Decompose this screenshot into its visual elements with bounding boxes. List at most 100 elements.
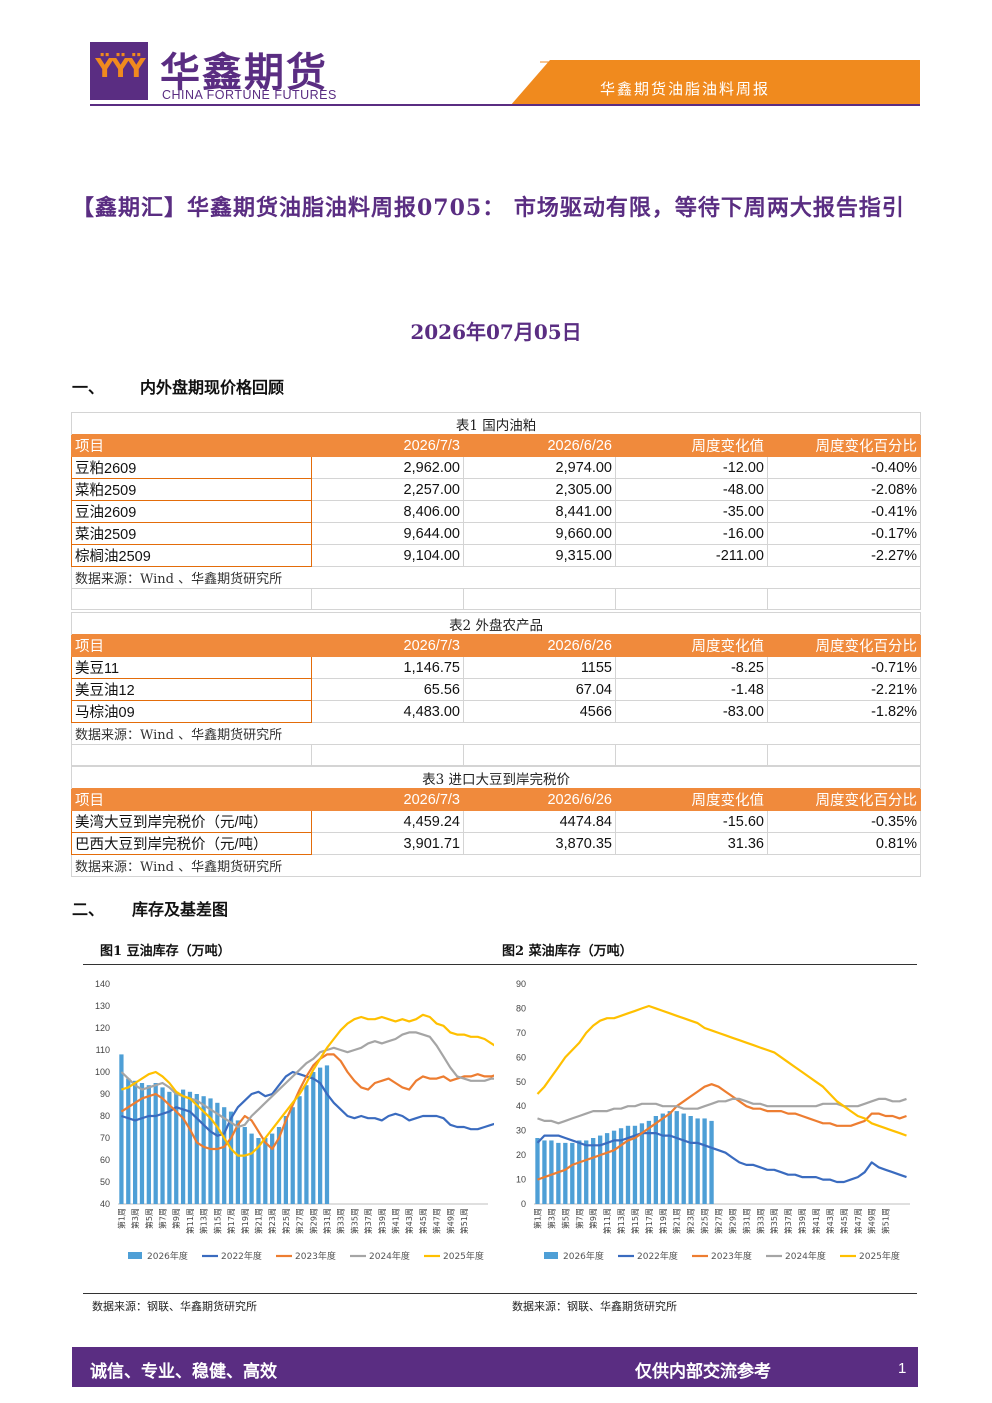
x-tick-label: 第13周	[616, 1208, 626, 1234]
x-tick-label: 第9周	[171, 1208, 181, 1229]
section-2-number: 二、	[72, 900, 105, 919]
x-tick-label: 第25周	[281, 1208, 291, 1234]
x-tick-label: 第35周	[349, 1208, 359, 1234]
table-cell: -2.27%	[766, 544, 922, 567]
table-cell: 4,459.24	[311, 810, 464, 833]
table-row: 棕榈油2509 9,104.00 9,315.00 -211.00 -2.27%	[71, 544, 922, 567]
table-header: 2026/6/26	[463, 434, 616, 457]
y-tick-label: 70	[100, 1133, 110, 1143]
y-tick-label: 110	[96, 1045, 110, 1055]
series-line	[536, 1004, 907, 1137]
table-cell: 8,441.00	[463, 500, 616, 523]
x-tick-label: 第1周	[116, 1208, 126, 1229]
table-cell: 菜油2509	[71, 522, 312, 545]
bar	[632, 1125, 638, 1204]
table-header: 2026/6/26	[463, 634, 616, 657]
table-cell: 巴西大豆到岸完税价（元/吨）	[71, 832, 312, 855]
bar	[702, 1118, 707, 1204]
bar	[688, 1116, 693, 1204]
x-tick-label: 第11周	[602, 1208, 612, 1234]
table-cell: 1,146.75	[311, 656, 464, 679]
x-tick-label: 第47周	[432, 1208, 442, 1234]
legend-label: 2026年度	[147, 1250, 188, 1262]
x-tick-label: 第15周	[630, 1208, 640, 1234]
bar	[660, 1113, 665, 1204]
x-tick-label: 第37周	[783, 1208, 793, 1234]
table-header: 周度变化百分比	[766, 434, 922, 457]
y-tick-label: 80	[516, 1003, 526, 1013]
bar	[695, 1118, 700, 1204]
table-cell: 9,315.00	[463, 544, 616, 567]
table-cell: 美豆11	[71, 656, 312, 679]
x-tick-label: 第31周	[322, 1208, 332, 1234]
table-cell: -1.48	[615, 678, 768, 701]
x-tick-label: 第23周	[267, 1208, 277, 1234]
section-1-title: 内外盘期现价格回顾	[140, 378, 285, 397]
bar	[270, 1133, 275, 1204]
bar	[646, 1120, 652, 1204]
table-row: 马棕油09 4,483.00 4566 -83.00 -1.82%	[71, 700, 922, 723]
bar	[667, 1111, 672, 1204]
legend-label: 2022年度	[221, 1250, 262, 1262]
x-tick-label: 第17周	[644, 1208, 654, 1234]
legend-label: 2023年度	[295, 1250, 336, 1262]
table-header: 项目	[71, 434, 312, 457]
x-tick-label: 第43周	[404, 1208, 414, 1234]
y-tick-label: 40	[516, 1101, 526, 1111]
bar	[542, 1140, 547, 1204]
table-cell: -0.71%	[766, 656, 922, 679]
x-tick-label: 第17周	[226, 1208, 236, 1234]
y-tick-label: 80	[100, 1111, 110, 1121]
table-row: 豆粕2609 2,962.00 2,974.00 -12.00 -0.40%	[71, 456, 922, 479]
chart-soyoil-inventory: 405060708090100110120130140第1周 第3周 第5周 第7周第…	[95, 979, 494, 1262]
bar	[549, 1140, 554, 1204]
bar	[297, 1096, 302, 1204]
y-tick-label: 130	[95, 1001, 110, 1011]
bar	[570, 1142, 575, 1204]
legend-label: 2025年度	[859, 1250, 900, 1262]
x-tick-label: 第21周	[672, 1208, 682, 1234]
chart-1-title: 图1 豆油库存（万吨）	[100, 944, 231, 959]
x-tick-label: 第33周	[336, 1208, 346, 1234]
table-cell: -8.25	[615, 656, 768, 679]
x-tick-label: 第19周	[240, 1208, 250, 1234]
table-cell: -2.08%	[766, 478, 922, 501]
table-cell: 1155	[463, 656, 616, 679]
table-cell: 美豆油12	[71, 678, 312, 701]
x-tick-label: 第23周	[686, 1208, 696, 1234]
table-cell: 2,257.00	[311, 478, 464, 501]
table-cell: 4566	[463, 700, 616, 723]
bar	[201, 1096, 206, 1204]
bar	[228, 1111, 234, 1204]
table-cell: -16.00	[615, 522, 768, 545]
x-tick-label: 第25周	[700, 1208, 710, 1234]
header-divider	[90, 104, 920, 106]
legend-swatch	[128, 1252, 142, 1259]
table-cell: 豆油2609	[71, 500, 312, 523]
table-cell: -2.21%	[766, 678, 922, 701]
section-1-number: 一、	[72, 378, 105, 397]
series-line	[120, 1053, 494, 1151]
bar	[563, 1142, 568, 1204]
y-tick-label: 40	[100, 1199, 110, 1209]
y-tick-label: 20	[516, 1150, 526, 1160]
legend-label: 2024年度	[369, 1250, 410, 1262]
bar	[311, 1072, 316, 1204]
table-cell: 9,644.00	[311, 522, 464, 545]
bar	[160, 1087, 165, 1204]
table-header: 周度变化值	[615, 434, 768, 457]
table-header: 2026/7/3	[311, 634, 464, 657]
table-cell: -48.00	[615, 478, 768, 501]
table-header: 2026/6/26	[463, 788, 616, 811]
bar	[208, 1098, 213, 1204]
x-tick-label: 第1周	[532, 1208, 542, 1229]
bar	[556, 1142, 561, 1204]
x-tick-label: 第45周	[839, 1208, 849, 1234]
table-row: 美豆11 1,146.75 1155 -8.25 -0.71%	[71, 656, 922, 679]
bar	[591, 1138, 596, 1204]
logo-text-cn: 华鑫期货	[160, 49, 328, 96]
table-cell: 4474.84	[463, 810, 616, 833]
y-tick-label: 60	[100, 1155, 110, 1165]
logo-text-en: CHINA FORTUNE FUTURES	[162, 88, 337, 102]
x-tick-label: 第19周	[658, 1208, 668, 1234]
